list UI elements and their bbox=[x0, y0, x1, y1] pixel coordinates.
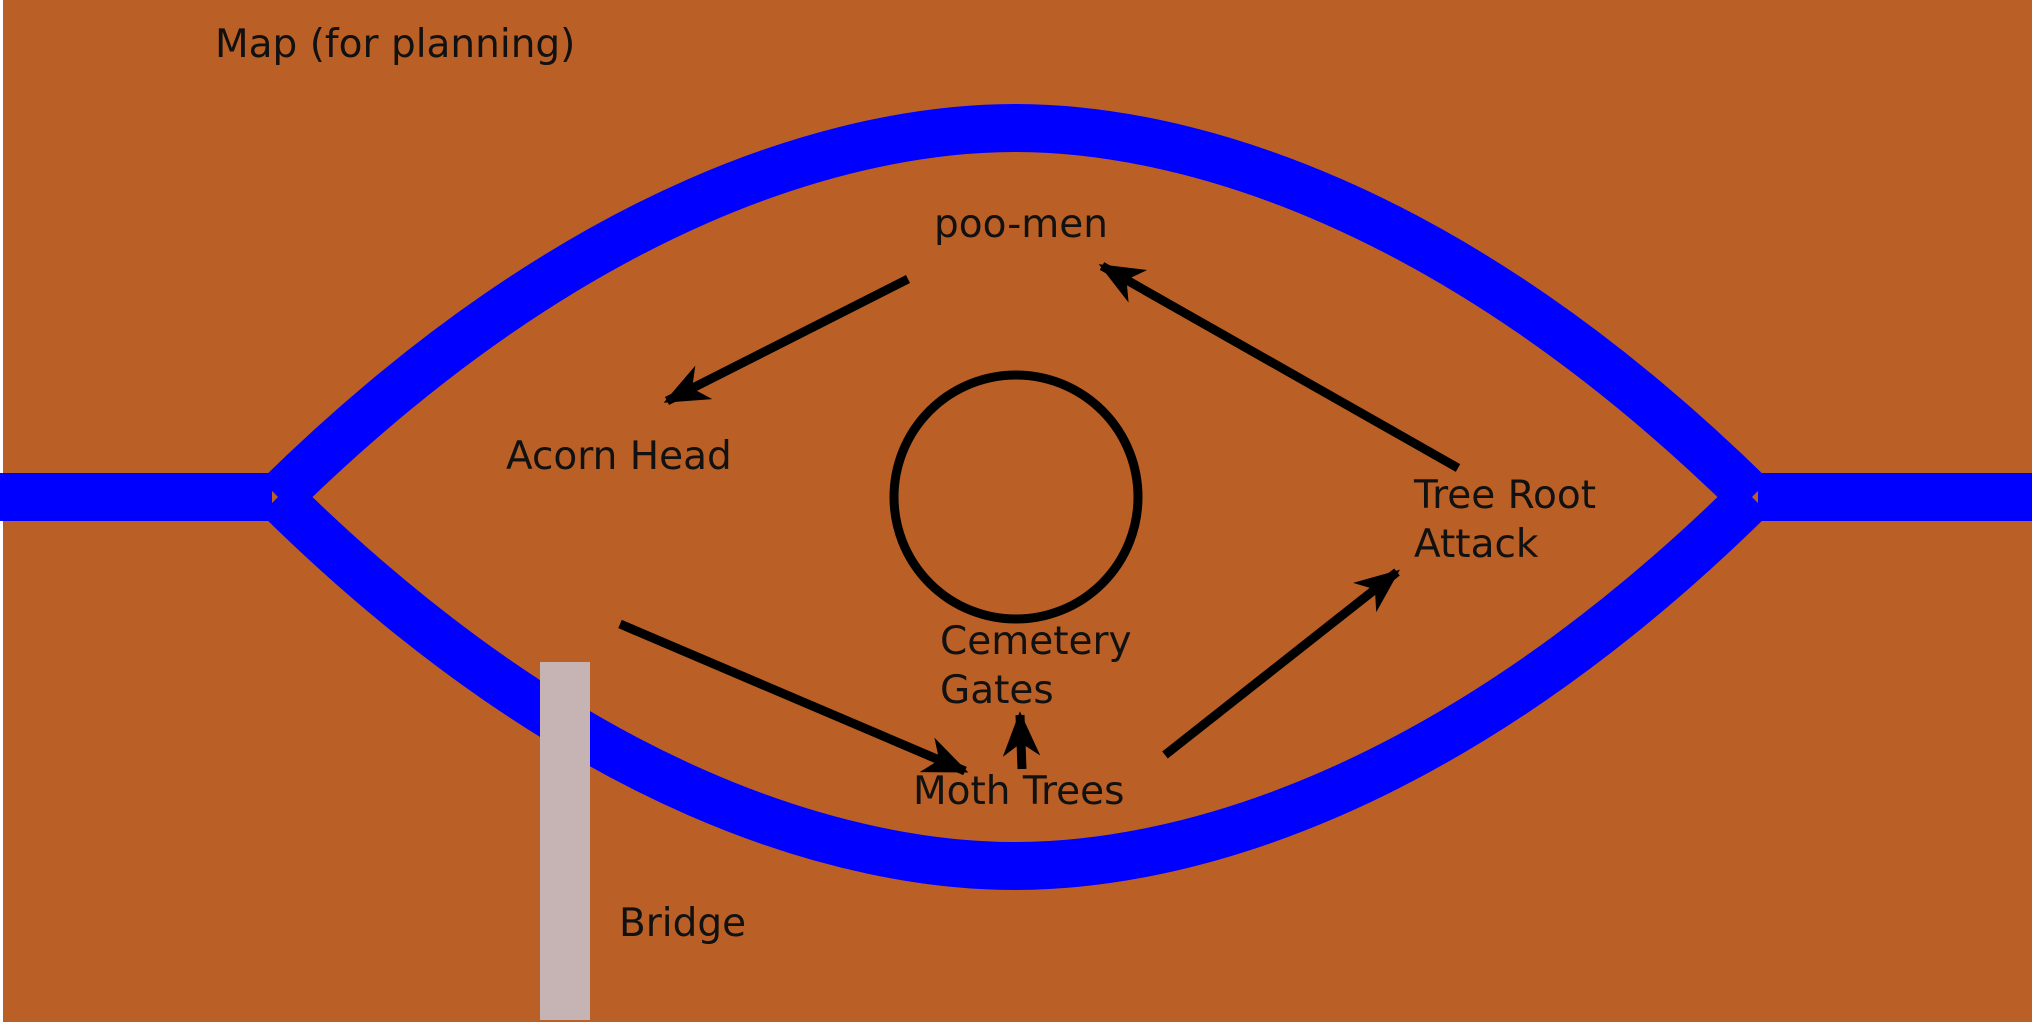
label-poo-men: poo-men bbox=[934, 202, 1108, 247]
label-tree-root-line1: Tree Root bbox=[1413, 473, 1596, 518]
label-bridge: Bridge bbox=[619, 901, 746, 946]
label-tree-root-line2: Attack bbox=[1414, 522, 1539, 567]
arrow-tree-root-attack-to-poo-men bbox=[1098, 262, 1461, 472]
label-moth-trees: Moth Trees bbox=[913, 769, 1125, 814]
arrow-acorn-head-to-moth-trees bbox=[618, 619, 969, 776]
route-arrows bbox=[618, 262, 1461, 776]
label-cemetery-line2: Gates bbox=[940, 668, 1054, 713]
arrow-moth-trees-to-tree-root-attack bbox=[1162, 568, 1400, 759]
map-title: Map (for planning) bbox=[215, 22, 575, 67]
label-cemetery-line1: Cemetery bbox=[940, 619, 1132, 664]
cemetery-circle bbox=[889, 370, 1143, 624]
bridge bbox=[540, 662, 590, 1020]
arrow-poo-men-to-acorn-head bbox=[663, 274, 911, 406]
river-north-arc bbox=[261, 103, 1769, 515]
arrow-moth-trees-to-cemetery-gates bbox=[1002, 711, 1041, 770]
label-acorn-head: Acorn Head bbox=[506, 434, 732, 479]
